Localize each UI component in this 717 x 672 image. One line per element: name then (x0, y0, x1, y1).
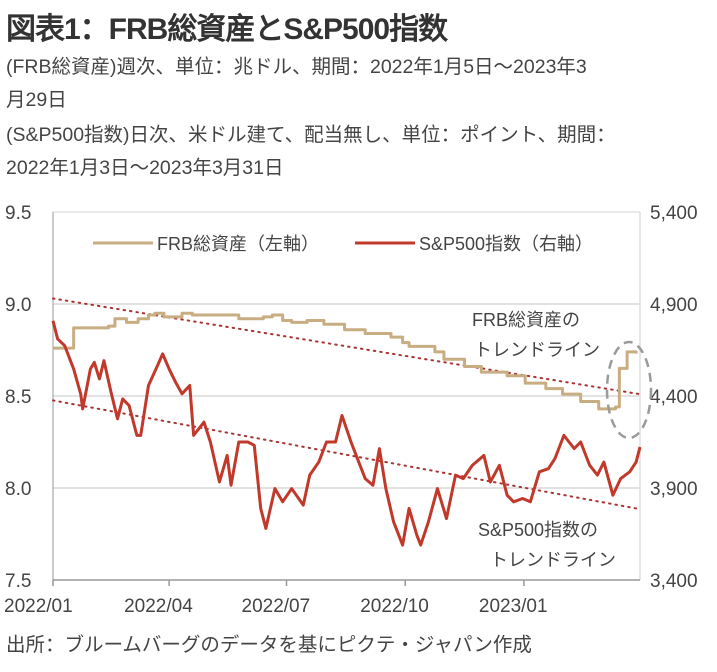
frb-assets-line (53, 311, 638, 411)
trendline (52, 399, 641, 511)
y-right-tick-label: 4,900 (650, 295, 698, 316)
x-tick-label: 2023/01 (479, 596, 548, 617)
y-right-tick-label: 5,400 (650, 203, 698, 224)
note-line-3: (S&P500指数)日次、米ドル建て、配当無し、単位：ポイント、期間： (6, 124, 616, 146)
y-right-tick-label: 4,400 (650, 387, 698, 408)
y-left-tick-label: 9.0 (5, 295, 31, 316)
x-tick-label: 2022/01 (4, 596, 73, 617)
sp-trend-annotation-1: S&P500指数の (478, 520, 598, 540)
sp-trend-annotation-2: トレンドライン (490, 550, 616, 570)
note-line-1: (FRB総資産)週次、単位：兆ドル、期間：2022年1月5日～2023年3 (6, 56, 587, 78)
y-right-tick-label: 3,900 (650, 479, 698, 500)
y-left-tick-label: 9.5 (5, 203, 31, 224)
y-right-tick-label: 3,400 (650, 571, 698, 592)
note-line-4: 2022年1月3日～2023年3月31日 (6, 157, 284, 179)
legend-frb-label: FRB総資産（左軸） (157, 234, 319, 254)
frb-trend-annotation-2: トレンドライン (474, 340, 600, 360)
x-tick-label: 2022/07 (242, 596, 311, 617)
figure-title: 図表1：FRB総資産とS&P500指数 (6, 13, 448, 46)
y-left-tick-label: 7.5 (5, 571, 31, 592)
frb-trend-annotation-1: FRB総資産の (472, 310, 580, 330)
x-tick-label: 2022/10 (360, 596, 429, 617)
legend: FRB総資産（左軸） S&P500指数（右軸） (93, 234, 593, 254)
x-tick-label: 2022/04 (124, 596, 193, 617)
legend-sp-label: S&P500指数（右軸） (419, 234, 593, 254)
source-note: 出所：ブルームバーグのデータを基にピクテ・ジャパン作成 (6, 634, 532, 656)
highlight-ellipse (605, 340, 653, 440)
sp500-line (51, 320, 642, 547)
y-left-tick-label: 8.5 (5, 387, 31, 408)
y-left-tick-label: 8.0 (5, 479, 31, 500)
note-line-2: 月29日 (6, 89, 67, 111)
